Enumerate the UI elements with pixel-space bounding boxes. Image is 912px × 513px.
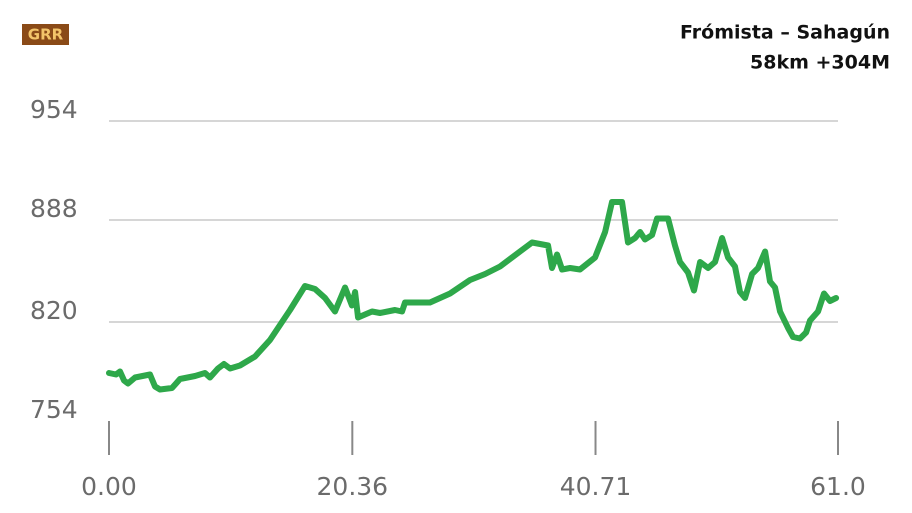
x-tick-label: 61.0: [810, 472, 866, 501]
x-tick-label: 40.71: [560, 472, 632, 501]
logo-box: [22, 24, 69, 45]
y-tick-label: 954: [30, 95, 78, 124]
y-tick-label: 820: [30, 296, 78, 325]
chart-title: Frómista – Sahagún: [680, 22, 890, 44]
elevation-line: [106, 199, 840, 393]
chart-subtitle: 58km +304M: [750, 52, 890, 74]
logo: GRR: [28, 26, 64, 44]
x-tick-label: 0.00: [81, 472, 137, 501]
x-tick-label: 20.36: [317, 472, 389, 501]
y-tick-label: 754: [30, 395, 78, 424]
y-tick-label: 888: [30, 194, 78, 223]
